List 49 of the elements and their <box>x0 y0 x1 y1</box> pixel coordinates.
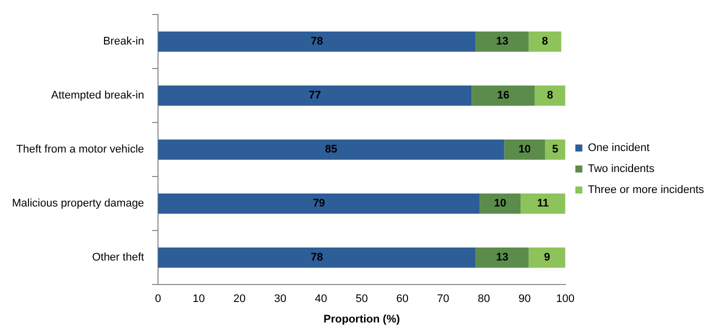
x-tick-label: 40 <box>314 293 328 306</box>
x-tick-label: 100 <box>556 293 575 306</box>
bar <box>528 31 562 52</box>
y-tick-label: Theft from a motor vehicle <box>16 144 144 156</box>
bar <box>504 139 545 160</box>
x-axis-title: Proportion (%) <box>324 313 400 326</box>
data-label: 13 <box>496 36 508 48</box>
data-label: 85 <box>325 144 338 156</box>
bar <box>158 247 476 268</box>
y-tick-label: Malicious property damage <box>12 198 144 210</box>
data-label: 78 <box>310 36 324 48</box>
x-tick-label: 70 <box>437 293 450 306</box>
bar <box>534 85 566 106</box>
y-tick-label: Break-in <box>103 36 144 48</box>
data-label: 9 <box>544 252 550 264</box>
data-label: 13 <box>496 252 508 264</box>
legend-label: Two incidents <box>588 163 655 176</box>
x-tick-label: 30 <box>274 293 286 306</box>
bar <box>480 193 521 214</box>
x-tick-label: 10 <box>192 293 205 306</box>
bar <box>158 193 480 214</box>
data-label: 79 <box>312 198 326 210</box>
x-tick-label: 0 <box>155 293 162 306</box>
data-label: 16 <box>497 90 510 102</box>
x-tick-label: 50 <box>356 293 368 306</box>
bar <box>476 31 529 52</box>
data-label: 8 <box>542 36 548 48</box>
bar <box>158 31 476 52</box>
x-tick-label: 20 <box>233 293 246 306</box>
bar <box>528 247 566 268</box>
legend-label: Three or more incidents <box>588 184 704 196</box>
data-label: 77 <box>308 90 321 102</box>
y-tick-label: Attempted break-in <box>51 90 144 102</box>
x-tick-label: 90 <box>518 293 531 306</box>
bar <box>158 139 504 160</box>
y-tick-label: Other theft <box>92 252 144 264</box>
bar <box>520 193 566 214</box>
bar <box>476 247 529 268</box>
bar <box>472 85 535 106</box>
data-label: 5 <box>552 144 558 156</box>
data-label: 10 <box>494 198 506 210</box>
x-tick-label: 60 <box>396 293 409 306</box>
x-tick-label: 80 <box>478 293 490 306</box>
data-label: 8 <box>547 90 554 102</box>
data-label: 10 <box>518 144 531 156</box>
legend-label: One incident <box>588 142 650 154</box>
data-label: 78 <box>310 252 324 264</box>
bar <box>158 85 472 106</box>
data-label: 11 <box>537 198 549 210</box>
